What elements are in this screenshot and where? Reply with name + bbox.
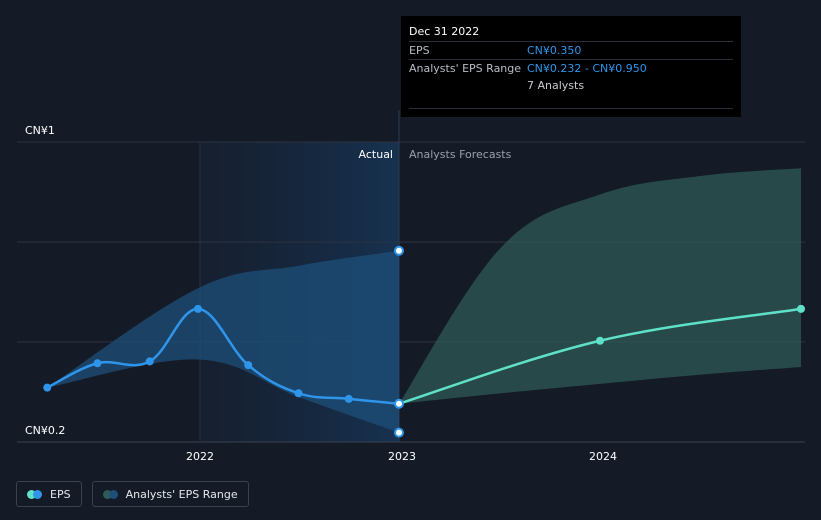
actual-label: Actual [359, 148, 393, 161]
tooltip-date: Dec 31 2022 [409, 25, 480, 38]
actual-range-band [47, 250, 399, 433]
eps-point-6 [344, 394, 353, 403]
tooltip-divider [409, 108, 733, 109]
tooltip-eps-row: EPS CN¥0.350 [409, 41, 733, 59]
legend-eps[interactable]: EPS [16, 481, 82, 507]
eps-point-7 [393, 398, 404, 409]
legend-range[interactable]: Analysts' EPS Range [91, 481, 249, 507]
tooltip-analysts-row: 7 Analysts [409, 77, 733, 94]
eps-point-4 [244, 361, 253, 370]
tooltip-eps-label: EPS [409, 44, 430, 57]
eps-point-1 [93, 359, 102, 368]
forecast-point-1 [796, 304, 805, 313]
y-label-top: CN¥1 [25, 124, 55, 137]
forecast-range-band [398, 168, 801, 404]
axis-labels: CN¥1 CN¥0.2 Actual Analysts Forecasts 20… [25, 124, 617, 463]
eps-legend-icon [27, 489, 42, 499]
eps-point-2 [145, 357, 154, 366]
eps-point-5 [294, 389, 303, 398]
legend: EPS Analysts' EPS Range [16, 481, 249, 507]
range-legend-icon [102, 489, 118, 499]
tooltip-range-value: CN¥0.232 - CN¥0.950 [527, 62, 647, 75]
eps-point-0 [43, 383, 52, 392]
range-low-marker [393, 427, 404, 438]
x-tick-2023: 2023 [388, 450, 416, 463]
forecast-label: Analysts Forecasts [409, 148, 512, 161]
range-high-marker [393, 245, 404, 256]
legend-range-label: Analysts' EPS Range [125, 487, 238, 501]
tooltip: Dec 31 2022 EPS CN¥0.350 Analysts' EPS R… [401, 16, 741, 117]
tooltip-analysts: 7 Analysts [527, 79, 585, 92]
tooltip-range-row: Analysts' EPS Range CN¥0.232 - CN¥0.950 [409, 59, 733, 77]
y-label-bottom: CN¥0.2 [25, 424, 65, 437]
eps-line [46, 307, 400, 405]
tooltip-eps-value: CN¥0.350 [527, 44, 582, 57]
series-points [43, 245, 805, 438]
range-bands [47, 168, 801, 433]
x-tick-2022: 2022 [186, 450, 214, 463]
forecast-point-0 [595, 336, 604, 345]
eps-point-3 [193, 304, 202, 313]
tooltip-range-label: Analysts' EPS Range [409, 62, 522, 75]
x-tick-2024: 2024 [589, 450, 617, 463]
legend-eps-label: EPS [50, 487, 71, 501]
